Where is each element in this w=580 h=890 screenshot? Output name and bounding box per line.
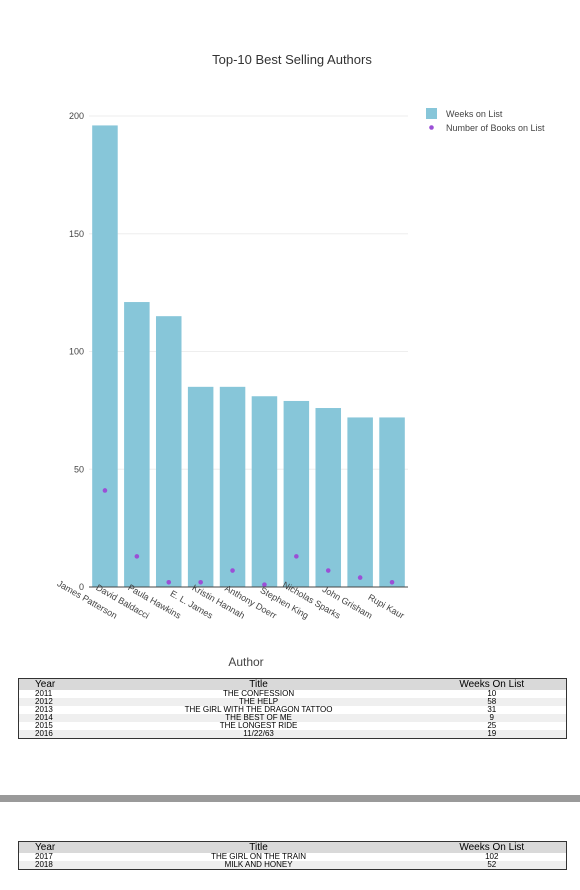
- legend-item-books[interactable]: Number of Books on List: [429, 123, 545, 133]
- legend-swatch-dot: [429, 125, 434, 130]
- cell-title: THE BEST OF ME: [99, 714, 418, 722]
- cell-weeks: 10: [417, 690, 567, 698]
- scatter-point[interactable]: [198, 579, 203, 585]
- table-row: 2012 THE HELP 58: [18, 698, 567, 706]
- bar[interactable]: [283, 400, 310, 587]
- bestseller-table-1: Year Title Weeks On List 2011 THE CONFESS…: [18, 678, 567, 739]
- cell-title: THE GIRL ON THE TRAIN: [99, 853, 418, 861]
- cell-year: 2013: [18, 706, 100, 714]
- legend-label: Number of Books on List: [446, 123, 545, 133]
- cell-year: 2017: [18, 853, 100, 861]
- scatter-point[interactable]: [357, 575, 363, 580]
- scatter-point[interactable]: [230, 568, 235, 573]
- scatter-point[interactable]: [166, 579, 172, 585]
- cell-year: 2015: [18, 722, 100, 730]
- cell-title: THE LONGEST RIDE: [99, 722, 418, 730]
- cell-weeks: 58: [417, 698, 567, 706]
- table-row: 2011 THE CONFESSION 10: [18, 690, 567, 698]
- y-axis-ticks: 0 50 100 150 200: [69, 111, 84, 592]
- cell-weeks: 25: [417, 722, 567, 730]
- bar[interactable]: [187, 386, 214, 587]
- cell-year: 2018: [18, 861, 100, 870]
- table-header-row: Year Title Weeks On List: [18, 841, 567, 853]
- cell-title: 11/22/63: [99, 730, 418, 739]
- bar[interactable]: [315, 408, 342, 587]
- table-row: 2017 THE GIRL ON THE TRAIN 102: [18, 853, 567, 861]
- cell-year: 2011: [18, 690, 100, 698]
- scatter-point[interactable]: [102, 488, 108, 493]
- column-header-year: Year: [18, 678, 100, 690]
- table-row: 2015 THE LONGEST RIDE 25: [18, 722, 567, 730]
- table-header-row: Year Title Weeks On List: [18, 678, 567, 690]
- cell-weeks: 19: [417, 730, 567, 739]
- bar[interactable]: [124, 302, 150, 587]
- table-row: 2014 THE BEST OF ME 9: [18, 714, 567, 722]
- y-tick-label: 100: [69, 347, 84, 357]
- legend-item-weeks[interactable]: Weeks on List: [426, 108, 503, 119]
- y-tick-label: 150: [69, 229, 84, 239]
- chart-title: Top-10 Best Selling Authors: [212, 52, 372, 67]
- scatter-point[interactable]: [294, 554, 299, 559]
- column-header-weeks: Weeks On List: [417, 841, 567, 853]
- cell-weeks: 102: [417, 853, 567, 861]
- legend[interactable]: Weeks on List Number of Books on List: [426, 108, 545, 133]
- y-tick-label: 200: [69, 111, 84, 121]
- legend-swatch-bar: [426, 108, 437, 119]
- scatter-series: [102, 488, 395, 587]
- scatter-point[interactable]: [389, 579, 395, 585]
- x-axis-label: Author: [228, 655, 263, 669]
- bar-series: [92, 125, 405, 588]
- cell-year: 2014: [18, 714, 100, 722]
- bar-chart: Top-10 Best Selling Authors 0 50 100 150 200…: [55, 52, 545, 669]
- cell-title: THE GIRL WITH THE DRAGON TATTOO: [99, 706, 418, 714]
- cell-title: THE CONFESSION: [99, 690, 418, 698]
- scatter-point[interactable]: [134, 554, 140, 559]
- bestseller-table-2: Year Title Weeks On List 2017 THE GIRL ON…: [18, 841, 567, 870]
- cell-year: 2012: [18, 698, 100, 706]
- cell-year: 2016: [18, 730, 100, 739]
- scatter-point[interactable]: [325, 568, 331, 573]
- cell-title: MILK AND HONEY: [99, 861, 418, 870]
- cell-weeks: 31: [417, 706, 567, 714]
- column-header-weeks: Weeks On List: [417, 678, 567, 690]
- cell-title: THE HELP: [99, 698, 418, 706]
- x-tick-label: Rupi Kaur: [366, 592, 406, 621]
- table-row: 2016 11/22/63 19: [18, 730, 567, 739]
- column-header-year: Year: [18, 841, 100, 853]
- bar[interactable]: [219, 386, 246, 587]
- column-header-title: Title: [99, 841, 418, 853]
- y-tick-label: 0: [79, 582, 84, 592]
- bar[interactable]: [379, 417, 405, 587]
- cell-weeks: 52: [417, 861, 567, 870]
- table-row: 2013 THE GIRL WITH THE DRAGON TATTOO 31: [18, 706, 567, 714]
- bar[interactable]: [155, 316, 182, 587]
- bar[interactable]: [92, 125, 118, 588]
- section-divider: [0, 795, 580, 802]
- legend-label: Weeks on List: [446, 109, 503, 119]
- column-header-title: Title: [99, 678, 418, 690]
- y-tick-label: 50: [74, 464, 84, 474]
- cell-weeks: 9: [417, 714, 567, 722]
- bar[interactable]: [251, 396, 278, 587]
- scatter-point[interactable]: [262, 582, 267, 587]
- bar[interactable]: [347, 417, 373, 587]
- table-row: 2018 MILK AND HONEY 52: [18, 861, 567, 870]
